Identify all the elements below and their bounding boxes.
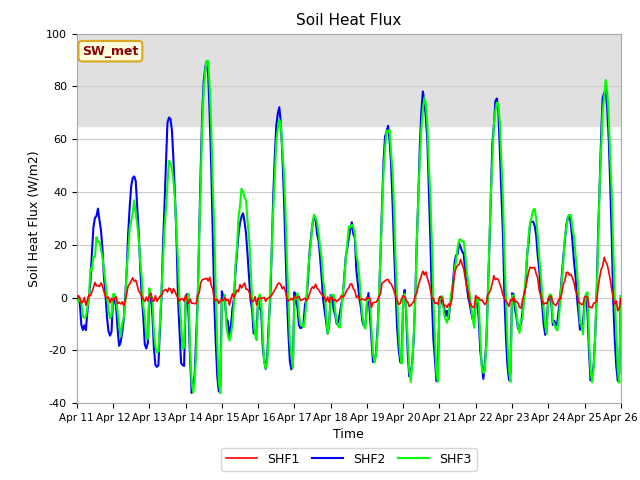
SHF3	[174, 259, 182, 264]
SHF3	[554, 327, 561, 333]
Line: SHF2: SHF2	[77, 61, 621, 393]
SHF1	[383, 277, 390, 283]
SHF2	[203, 59, 211, 64]
SHF2	[386, 138, 394, 144]
SHF2	[188, 390, 195, 396]
X-axis label: Time: Time	[333, 429, 364, 442]
Line: SHF3: SHF3	[77, 61, 621, 394]
SHF3	[416, 156, 424, 162]
Bar	[77, 34, 621, 126]
SHF3	[386, 127, 394, 133]
SHF1	[617, 296, 625, 301]
Legend: SHF1, SHF2, SHF3: SHF1, SHF2, SHF3	[221, 448, 477, 471]
SHF2	[73, 292, 81, 298]
SHF2	[554, 319, 561, 325]
SHF1	[413, 290, 420, 296]
Title: Soil Heat Flux: Soil Heat Flux	[296, 13, 401, 28]
SHF1	[614, 308, 621, 313]
SHF1	[174, 295, 182, 301]
SHF1	[73, 297, 81, 303]
SHF3	[73, 292, 81, 298]
Text: SW_met: SW_met	[82, 45, 139, 58]
SHF2	[617, 293, 625, 299]
SHF1	[88, 289, 96, 295]
SHF3	[88, 267, 96, 273]
SHF2	[404, 350, 412, 356]
Y-axis label: Soil Heat Flux (W/m2): Soil Heat Flux (W/m2)	[28, 150, 40, 287]
SHF3	[216, 391, 224, 396]
SHF3	[204, 58, 212, 64]
SHF1	[600, 254, 608, 260]
SHF2	[174, 297, 182, 303]
SHF1	[401, 294, 408, 300]
SHF1	[550, 301, 558, 307]
Line: SHF1: SHF1	[77, 257, 621, 311]
SHF2	[416, 143, 424, 148]
SHF3	[617, 293, 625, 299]
SHF3	[404, 337, 412, 343]
SHF2	[88, 250, 96, 256]
